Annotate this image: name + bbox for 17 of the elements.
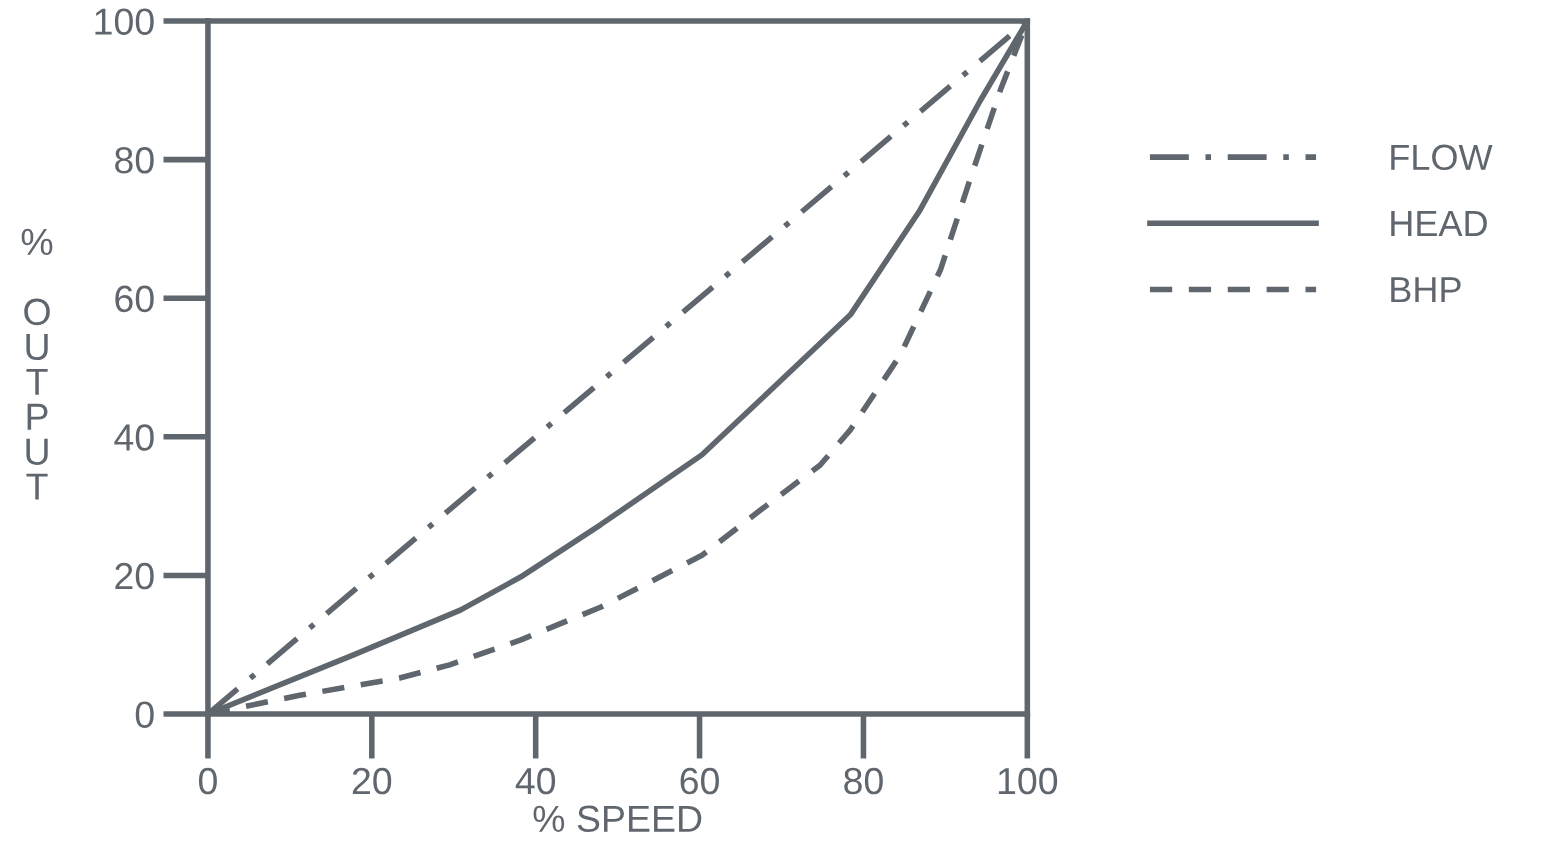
y-tick-label: 0: [135, 701, 154, 728]
x-tick-label: 40: [515, 767, 556, 795]
y-tick-label: 60: [115, 285, 154, 313]
y-tick-label: 80: [115, 147, 154, 174]
y-tick-label: 40: [114, 424, 154, 451]
y-tick-label: 20: [115, 562, 154, 590]
x-axis-title: % SPEED: [533, 805, 702, 833]
x-tick-label: 80: [844, 767, 883, 795]
y-axis-title: % OUTPUT: [21, 228, 53, 500]
x-tick-label: 20: [352, 767, 392, 795]
x-tick-label: 60: [680, 767, 719, 795]
legend-label: FLOW: [1391, 144, 1493, 171]
x-tick-label: 100: [998, 767, 1058, 795]
y-tick-label: 100: [95, 8, 154, 35]
legend-label: BHP: [1391, 277, 1461, 303]
legend-label: HEAD: [1391, 211, 1487, 236]
x-tick-label: 0: [198, 767, 217, 795]
